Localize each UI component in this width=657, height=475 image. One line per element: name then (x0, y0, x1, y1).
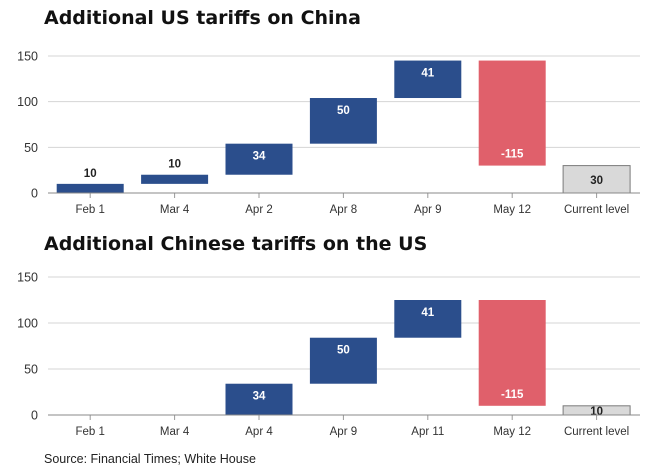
bar-total (562, 165, 631, 194)
bar-increase (394, 300, 462, 338)
source-note: Source: Financial Times; White House (44, 452, 256, 466)
x-tick-label: Mar 4 (160, 426, 190, 438)
x-tick-label: Apr 8 (330, 204, 358, 216)
data-label: 50 (337, 345, 350, 357)
chart-title-us-tariffs: Additional US tariffs on China (44, 7, 361, 29)
bar-increase (141, 174, 209, 184)
bar-increase (309, 337, 377, 384)
x-tick-label: Apr 9 (330, 426, 358, 438)
x-tick-label: Mar 4 (160, 204, 190, 216)
data-label: 34 (253, 151, 266, 163)
data-label: 30 (590, 175, 603, 187)
chart-chinese-tariffs-on-us: 0 50 100 150 Feb 1 Mar 4 Apr 4 34 Apr 9 50 Apr 11 4… (17, 271, 640, 438)
data-label: -115 (501, 389, 524, 401)
bar-increase (394, 60, 462, 99)
x-tick-label: Apr 4 (245, 426, 273, 438)
bar-increase (56, 183, 124, 193)
y-tick-label: 150 (17, 271, 38, 285)
y-tick-label: 0 (31, 187, 38, 201)
x-tick-label: Feb 1 (75, 426, 104, 438)
data-label: 10 (590, 406, 603, 418)
y-tick-label: 50 (24, 141, 38, 155)
bar-decrease (478, 300, 546, 406)
y-tick-label: 150 (17, 50, 38, 64)
data-label: 41 (421, 68, 434, 80)
bar-decrease (478, 60, 546, 166)
y-tick-label: 100 (17, 95, 38, 109)
data-label: -115 (501, 149, 524, 161)
chart-title-chinese-tariffs: Additional Chinese tariffs on the US (44, 233, 428, 255)
x-tick-label: Apr 9 (414, 204, 442, 216)
y-tick-label: 100 (17, 317, 38, 331)
bar-increase (225, 143, 293, 175)
data-label: 50 (337, 105, 350, 117)
x-tick-label: Apr 11 (411, 426, 444, 438)
x-tick-label: May 12 (493, 204, 531, 216)
bar-increase (309, 98, 377, 144)
x-tick-label: Current level (564, 426, 629, 438)
chart-us-tariffs-on-china: 0 50 100 150 Feb 1 10 Mar 4 10 Apr 2 34 Apr 8 50 Apr… (17, 50, 640, 216)
x-tick-label: May 12 (493, 426, 531, 438)
data-label: 10 (168, 159, 181, 171)
bar-increase (225, 383, 293, 415)
x-tick-label: Current level (564, 204, 629, 216)
x-tick-label: Feb 1 (75, 204, 104, 216)
data-label: 34 (253, 391, 266, 403)
data-label: 10 (84, 168, 97, 180)
y-tick-label: 0 (31, 409, 38, 423)
x-tick-label: Apr 2 (245, 204, 273, 216)
data-label: 41 (421, 307, 434, 319)
y-tick-label: 50 (24, 363, 38, 377)
